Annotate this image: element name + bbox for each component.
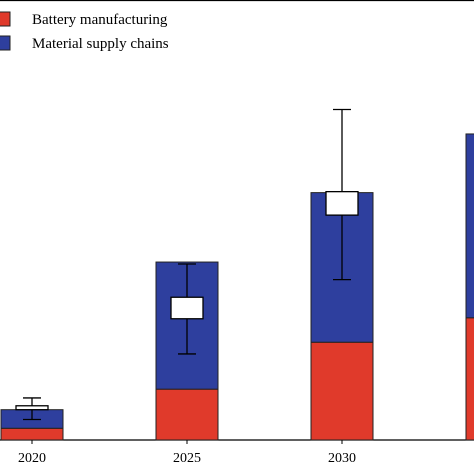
chart-x-ticks: 2020202520302035 xyxy=(18,440,356,466)
bar-2035-series-0 xyxy=(465,317,474,441)
x-tick-label-2025: 2025 xyxy=(173,451,201,466)
error-bar-2025 xyxy=(170,263,204,355)
chart-axes xyxy=(0,0,474,441)
bar-2035-series-1 xyxy=(465,133,474,319)
chart-bars xyxy=(0,133,474,441)
x-tick-label-2020: 2020 xyxy=(18,451,46,466)
legend-swatch-1 xyxy=(0,35,11,51)
x-tick-label-2030: 2030 xyxy=(328,451,356,466)
legend-swatch-0 xyxy=(0,11,11,27)
bar-2030-series-0 xyxy=(310,341,374,441)
error-box xyxy=(15,405,49,411)
error-bar-2020 xyxy=(15,397,49,421)
chart-legend: Battery manufacturing Material supply cha… xyxy=(0,11,169,52)
bar-2025-series-0 xyxy=(155,388,219,441)
chart-error-bars xyxy=(15,108,359,421)
error-bar-2030 xyxy=(325,108,359,281)
bar-2020-series-0 xyxy=(0,427,64,441)
legend-label-1: Material supply chains xyxy=(32,36,169,52)
error-box xyxy=(325,190,359,216)
legend-label-0: Battery manufacturing xyxy=(32,12,168,28)
error-box xyxy=(170,296,204,320)
